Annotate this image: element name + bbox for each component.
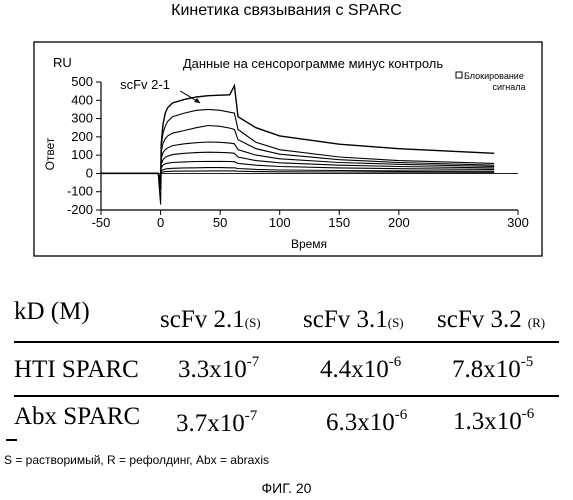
kd-table: kD (M) scFv 2.1(S) scFv 3.1(S) scFv 3.2(… xyxy=(0,292,573,442)
row-abx-value-3: 1.3x10-6 xyxy=(453,408,534,436)
value-mantissa: 6.3x10 xyxy=(326,409,395,436)
row-hti-value-1: 3.3x10-7 xyxy=(178,356,259,384)
y-tick-label: 500 xyxy=(71,74,93,89)
value-mantissa: 4.4x10 xyxy=(320,356,389,383)
series-line-2 xyxy=(101,109,494,186)
header-scfv-3-2: scFv 3.2 (R) xyxy=(437,306,545,334)
row-abx-label: Abx SPARC xyxy=(14,403,140,431)
annotation-label: scFv 2-1 xyxy=(120,77,170,92)
x-tick-label: -50 xyxy=(92,215,111,230)
axes xyxy=(101,82,518,210)
x-tick-label: 150 xyxy=(328,215,350,230)
y-axis-label: Ответ xyxy=(43,137,57,170)
unit-label: RU xyxy=(53,55,72,70)
kinetics-chart: RU Данные на сенсорограмме минус контрол… xyxy=(0,0,573,290)
series-line-1 xyxy=(101,86,494,190)
value-mantissa: 1.3x10 xyxy=(453,408,522,435)
value-mantissa: 7.8x10 xyxy=(452,356,521,383)
x-tick-label: 200 xyxy=(388,215,410,230)
header-scfv-2-1-name: scFv 2.1 xyxy=(160,306,245,333)
value-exponent: -6 xyxy=(395,407,408,423)
legend-entry-line2: сигнала xyxy=(492,82,525,92)
row-hti-label: HTI SPARC xyxy=(14,356,139,384)
table-rule-2 xyxy=(14,395,559,397)
header-scfv-2-1: scFv 2.1(S) xyxy=(160,306,261,334)
footnote-marker xyxy=(6,439,17,441)
x-tick-label: 300 xyxy=(507,215,529,230)
chart-title: Данные на сенсорограмме минус контроль xyxy=(183,56,444,71)
x-tick-label: 100 xyxy=(269,215,291,230)
value-mantissa: 3.3x10 xyxy=(178,356,247,383)
y-tick-label: 100 xyxy=(71,147,93,162)
value-exponent: -7 xyxy=(247,354,260,370)
y-tick-label: 200 xyxy=(71,129,93,144)
header-scfv-3-2-name: scFv 3.2 xyxy=(437,306,522,333)
y-tick-label: 0 xyxy=(86,165,93,180)
header-scfv-3-1-name: scFv 3.1 xyxy=(303,306,388,333)
row-hti-value-3: 7.8x10-5 xyxy=(452,356,533,384)
header-kd: kD (M) xyxy=(14,298,90,326)
value-exponent: -6 xyxy=(389,354,402,370)
value-exponent: -7 xyxy=(245,408,258,424)
legend-marker-icon xyxy=(456,72,462,78)
footnote: S = растворимый, R = рефолдинг, Abx = ab… xyxy=(4,453,269,467)
header-scfv-3-2-type: (R) xyxy=(528,315,545,330)
header-scfv-2-1-type: (S) xyxy=(245,315,261,330)
value-exponent: -5 xyxy=(521,354,534,370)
y-tick-label: -100 xyxy=(67,184,93,199)
row-hti-value-2: 4.4x10-6 xyxy=(320,356,401,384)
row-abx-value-2: 6.3x10-6 xyxy=(326,409,407,437)
row-abx-value-1: 3.7x10-7 xyxy=(176,410,257,438)
header-scfv-3-1: scFv 3.1(S) xyxy=(303,306,404,334)
y-tick-label: 400 xyxy=(71,92,93,107)
table-rule-1 xyxy=(14,341,559,343)
y-tick-label: -200 xyxy=(67,202,93,217)
x-tick-label: 50 xyxy=(213,215,227,230)
value-exponent: -6 xyxy=(522,406,535,422)
legend-entry-line1: Блокирование xyxy=(464,71,524,81)
legend: Блокирование сигнала xyxy=(456,71,526,92)
header-scfv-3-1-type: (S) xyxy=(388,315,404,330)
figure-label: ФИГ. 20 xyxy=(0,480,573,496)
x-tick-label: 0 xyxy=(157,215,164,230)
series-group xyxy=(101,86,494,205)
y-tick-label: 300 xyxy=(71,111,93,126)
x-axis-label: Время xyxy=(291,237,327,251)
value-mantissa: 3.7x10 xyxy=(176,410,245,437)
